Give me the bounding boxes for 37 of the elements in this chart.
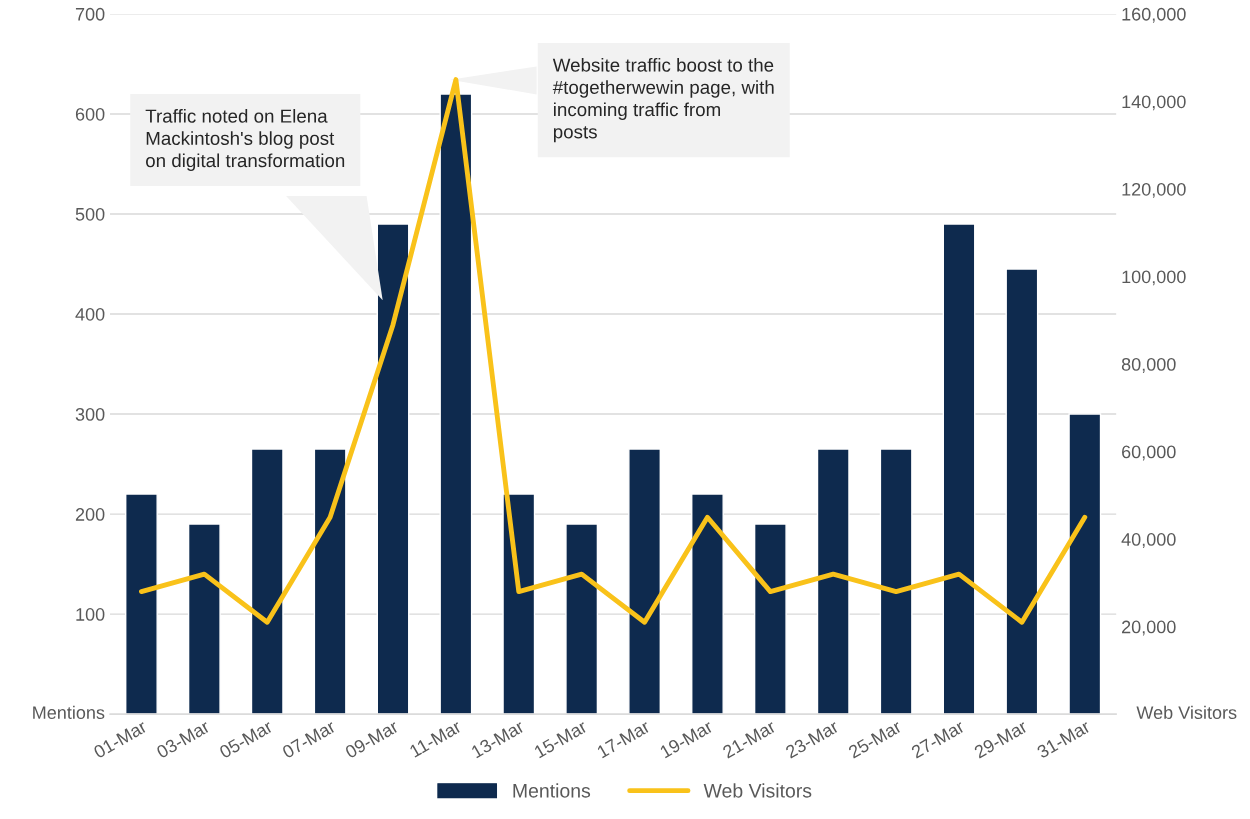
y2-axis-title: Web Visitors	[1136, 705, 1237, 720]
bar	[753, 523, 787, 715]
line-series	[139, 77, 1088, 625]
bar	[502, 493, 536, 715]
bar	[816, 448, 850, 715]
y2-tick-label: 140,000	[1122, 95, 1186, 111]
y2-tick-label: 100,000	[1122, 270, 1186, 286]
y-tick-label: 700	[75, 7, 105, 21]
bar	[313, 448, 347, 715]
bar	[125, 493, 158, 715]
annotation: Traffic noted on Elena Mackintosh's blog post on digital transformation	[145, 108, 345, 171]
legend-label: Mentions	[513, 783, 591, 798]
bar	[879, 448, 913, 715]
y-tick-label: 400	[75, 307, 105, 321]
y2-tick-label: 20,000	[1122, 620, 1176, 636]
y2-tick-label: 40,000	[1121, 533, 1176, 548]
y2-tick-label: 60,000	[1122, 445, 1176, 461]
bar	[1068, 413, 1102, 715]
bar	[250, 448, 284, 715]
bar	[942, 223, 976, 715]
bar	[565, 523, 599, 715]
bar	[628, 448, 661, 715]
y2-tick-label: 120,000	[1122, 182, 1186, 198]
y-axis-title: Mentions	[33, 705, 105, 720]
bar	[1005, 268, 1039, 715]
y2-tick-label: 80,000	[1121, 357, 1176, 373]
y-tick-label: 200	[75, 508, 105, 521]
y2-tick-label: 160,000	[1122, 7, 1186, 23]
y-tick-label: 100	[76, 608, 105, 621]
y-tick-label: 600	[75, 107, 105, 121]
bar	[376, 223, 410, 715]
bar	[691, 493, 724, 715]
y-tick-label: 300	[75, 408, 105, 421]
bar	[187, 523, 221, 715]
legend-label: Web Visitors	[703, 783, 812, 798]
y-tick-label: 500	[75, 207, 105, 221]
annotation: Website traffic boost to the #togetherwewin page, with incoming traffic from posts	[552, 57, 774, 143]
